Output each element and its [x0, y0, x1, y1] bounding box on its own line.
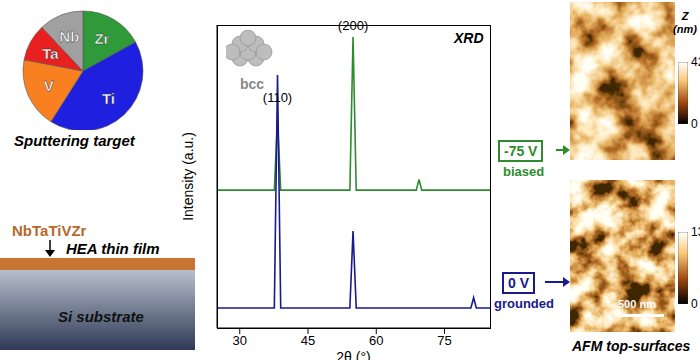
html-text:Sputtering target: Sputtering target [14, 132, 135, 149]
svg-text:Intensity (a.u.): Intensity (a.u.) [180, 132, 196, 221]
html-text:Si substrate: Si substrate [58, 308, 144, 325]
html-text:AFM top-surfaces: AFM top-surfaces [572, 338, 691, 354]
html-text:Z (nm): Z (nm) [673, 10, 697, 35]
html-text:0: 0 [691, 297, 698, 311]
html-text:500 nm: 500 nm [618, 298, 656, 310]
html-text:0: 0 [691, 117, 698, 131]
svg-text:30: 30 [233, 333, 247, 348]
html-text:bcc: bcc [240, 76, 265, 92]
html-text:biased: biased [503, 164, 545, 179]
html-text:0 V: 0 V [508, 275, 529, 291]
html-text:-75 V: -75 V [504, 143, 538, 159]
svg-text:Ta: Ta [42, 45, 59, 62]
svg-text:Nb: Nb [59, 28, 79, 45]
svg-text:75: 75 [437, 333, 451, 348]
svg-text:(110): (110) [263, 90, 292, 105]
html-text:HEA thin film: HEA thin film [66, 240, 160, 257]
svg-text:Ti: Ti [102, 90, 115, 107]
svg-text:(200): (200) [338, 18, 368, 33]
svg-text:45: 45 [301, 333, 315, 348]
svg-text:Zr: Zr [94, 30, 109, 47]
html-text:XRD: XRD [454, 30, 484, 46]
html-text:NbTaTiVZr: NbTaTiVZr [12, 222, 87, 239]
svg-text:V: V [44, 77, 54, 94]
svg-text:60: 60 [369, 333, 383, 348]
svg-text:2θ (°): 2θ (°) [336, 349, 370, 360]
html-text:grounded: grounded [494, 296, 554, 311]
